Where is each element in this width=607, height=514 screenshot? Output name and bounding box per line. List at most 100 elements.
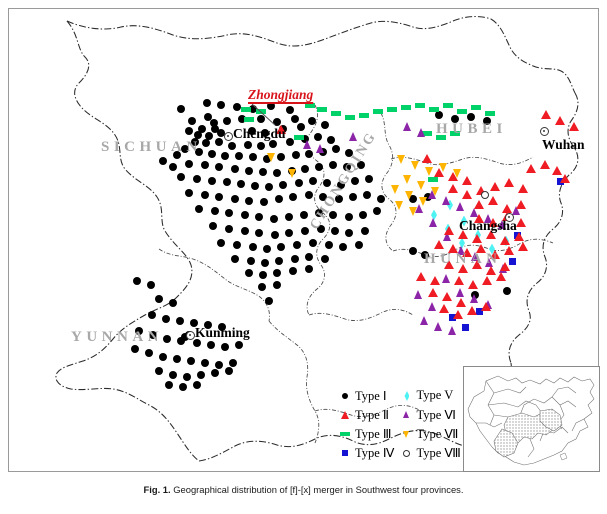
data-point-type1	[148, 311, 156, 319]
data-point-type3	[428, 177, 438, 182]
data-point-type1	[265, 183, 273, 191]
data-point-type4	[508, 257, 516, 265]
data-point-type1	[195, 205, 203, 213]
data-point-type6	[448, 326, 456, 335]
data-point-type1	[231, 255, 239, 263]
data-point-type6	[428, 302, 436, 311]
data-point-type1	[261, 259, 269, 267]
data-point-type1	[331, 227, 339, 235]
data-point-type1	[231, 195, 239, 203]
data-point-type1	[305, 150, 313, 158]
data-point-type1	[204, 113, 212, 121]
data-point-type6	[349, 132, 357, 141]
data-point-type1	[215, 361, 223, 369]
data-point-type3	[317, 107, 327, 112]
legend-symbol-cyan-diamond-icon	[400, 389, 413, 402]
legend-label-type-7: Type Ⅶ	[416, 426, 459, 441]
data-point-type3	[450, 131, 460, 136]
data-point-type1	[305, 253, 313, 261]
data-point-type1	[293, 241, 301, 249]
inset-map-china	[463, 366, 600, 472]
data-point-type1	[204, 321, 212, 329]
data-point-type1	[279, 181, 287, 189]
data-point-type3	[457, 109, 467, 114]
data-point-type8	[481, 191, 489, 199]
data-point-type2	[474, 214, 484, 223]
data-point-type1	[221, 343, 229, 351]
data-point-type7	[410, 161, 419, 170]
legend-item-type-5: Type V	[400, 387, 460, 404]
data-point-type1	[289, 193, 297, 201]
data-point-type6	[417, 128, 425, 137]
data-point-type2	[276, 125, 286, 134]
data-point-type1	[317, 225, 325, 233]
data-point-type1	[233, 241, 241, 249]
data-point-type2	[434, 240, 444, 249]
data-point-type1	[209, 222, 217, 230]
data-point-type1	[205, 132, 213, 140]
data-point-type5	[489, 243, 495, 255]
city-marker-wuhan	[540, 127, 549, 136]
legend-label-type-4: Type Ⅳ	[355, 445, 395, 460]
data-point-type1	[133, 277, 141, 285]
data-point-type1	[191, 138, 199, 146]
data-point-type1	[235, 341, 243, 349]
data-point-type6	[303, 140, 311, 149]
data-point-type1	[300, 211, 308, 219]
data-point-type1	[305, 265, 313, 273]
data-point-type1	[321, 255, 329, 263]
data-point-type3	[359, 113, 369, 118]
legend-symbol-purple-triangle-up-icon	[400, 408, 413, 421]
data-point-type1	[173, 151, 181, 159]
data-point-type1	[337, 181, 345, 189]
data-point-type7	[418, 197, 427, 206]
data-point-type2	[504, 178, 514, 187]
data-point-type6	[443, 232, 451, 241]
data-point-type1	[165, 381, 173, 389]
data-point-type2	[486, 266, 496, 275]
legend-symbol-green-dash-icon	[339, 427, 352, 440]
data-point-type7	[287, 169, 296, 178]
data-point-type2	[540, 160, 550, 169]
data-point-type2	[458, 230, 468, 239]
data-point-type1	[359, 211, 367, 219]
data-point-type1	[285, 213, 293, 221]
data-point-type6	[415, 204, 423, 213]
data-point-type2	[462, 190, 472, 199]
data-point-type4	[475, 307, 483, 315]
data-point-type1	[223, 178, 231, 186]
data-point-type2	[502, 204, 512, 213]
data-point-type1	[176, 317, 184, 325]
data-point-type1	[305, 191, 313, 199]
city-marker-chengdu	[224, 132, 233, 141]
data-point-type6	[414, 290, 422, 299]
data-point-type3	[443, 103, 453, 108]
caption-prefix: Fig. 1.	[143, 484, 171, 495]
data-point-type1	[321, 121, 329, 129]
legend-symbol-red-triangle-up-icon	[339, 408, 352, 421]
data-point-type1	[241, 211, 249, 219]
data-point-type1	[229, 359, 237, 367]
legend: Type Ⅰ Type V Type Ⅱ Type Ⅵ Type Ⅲ Type Ⅶ Type…	[339, 387, 461, 461]
data-point-type1	[203, 99, 211, 107]
data-point-type1	[270, 215, 278, 223]
data-point-type1	[297, 123, 305, 131]
data-point-type1	[351, 177, 359, 185]
data-point-type1	[233, 103, 241, 111]
data-point-type1	[241, 227, 249, 235]
map-panel: SICHUAN HUBEI HUNAN YUNNAN CHONGQING Zho…	[8, 8, 600, 472]
city-label-chengdu: Chengdu	[233, 126, 286, 141]
data-point-type1	[409, 247, 417, 255]
data-point-type2	[462, 176, 472, 185]
data-point-type1	[273, 118, 281, 126]
data-point-type1	[315, 209, 323, 217]
data-point-type1	[185, 189, 193, 197]
data-point-type2	[482, 276, 492, 285]
data-point-type2	[490, 250, 500, 259]
data-point-type1	[257, 142, 265, 150]
data-point-type4	[461, 323, 469, 331]
data-point-type1	[202, 139, 210, 147]
data-point-type2	[453, 310, 463, 319]
inset-map-graphic	[467, 375, 595, 466]
data-point-type7	[394, 201, 403, 210]
